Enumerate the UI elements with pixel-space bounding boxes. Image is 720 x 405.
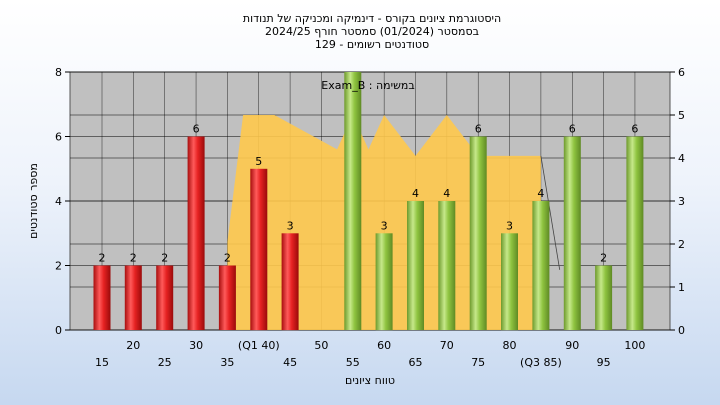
area-series [227,115,541,330]
bar-label-100: 6 [631,123,638,136]
bar-60 [375,233,393,331]
bar-15 [93,265,111,330]
x-tick-label-upper: (Q1 40) [238,339,280,352]
bar-20 [124,265,142,330]
bar-65 [407,201,424,330]
y-axis-title: מספר סטודנטים [27,163,40,239]
bar-30 [187,136,205,330]
annotation-label: במשימה : Exam_B [321,79,414,92]
x-tick-label-lower: 25 [158,356,172,369]
bar-85 [532,201,550,330]
bar-70 [438,201,456,330]
x-tick-label-upper: 80 [503,339,517,352]
x-tick-label-lower: 15 [95,356,109,369]
x-tick-label-lower: 45 [283,356,297,369]
bar-label-75: 6 [475,123,482,136]
bar-label-65: 4 [412,187,419,200]
bar-label-80: 3 [506,219,513,232]
x-tick-label-lower: 75 [471,356,485,369]
chart-title: היסטוגרמת ציונים בקורס - דינמיקה ומכניקה… [243,12,501,51]
bar-45 [281,233,299,331]
x-tick-label-upper: 60 [377,339,391,352]
x-tick-label-lower: (Q3 85) [520,356,562,369]
x-tick-label-lower: 65 [409,356,423,369]
bar-90 [563,136,581,330]
chart-title-line-2: בסמסטר (01/2024) סמסטר חורף 2024/25 [265,25,479,38]
y-tick-label: 6 [55,131,62,144]
chart-title-line-1: היסטוגרמת ציונים בקורס - דינמיקה ומכניקה… [243,12,501,25]
bar-100 [626,136,644,330]
y2-tick-label: 1 [678,281,685,294]
bar-label-30: 6 [193,123,200,136]
y-tick-label: 2 [55,260,62,273]
y-tick-label: 8 [55,66,62,79]
bar-label-45: 3 [287,219,294,232]
x-tick-label-upper: 50 [314,339,328,352]
bar-label-25: 2 [161,252,168,265]
bar-label-85: 4 [537,187,544,200]
x-tick-label-upper: 20 [126,339,140,352]
bar-labels: 2 2 2 6 2 5 3 3 4 4 6 3 4 6 2 6 [99,123,639,265]
x-tick-label-lower: 95 [597,356,611,369]
bar-80 [501,233,518,331]
x-tick-label-upper: 90 [565,339,579,352]
bar-label-35: 2 [224,252,231,265]
y-tick-label: 0 [55,324,62,337]
bar-25 [156,265,174,330]
bar-35 [218,265,236,330]
y-axis-ticks: 0 2 4 6 8 [55,66,70,337]
y2-tick-label: 4 [678,152,685,165]
bar-label-15: 2 [99,252,106,265]
x-axis-title: טווח ציונים [345,374,395,387]
y2-tick-label: 6 [678,66,685,79]
y2-tick-label: 3 [678,195,685,208]
bar-label-60: 3 [381,219,388,232]
y-tick-label: 4 [55,195,62,208]
bar-95 [595,265,613,330]
bar-75 [469,136,487,330]
bar-label-40: 5 [255,155,262,168]
y2-tick-label: 0 [678,324,685,337]
x-tick-label-upper: 30 [189,339,203,352]
x-tick-label-upper: 100 [624,339,645,352]
x-tick-label-upper: 70 [440,339,454,352]
x-axis-ticks: 20 30 (Q1 40) 50 60 70 80 90 100 15 25 35 45 55 65 75 (Q… [95,339,645,369]
x-tick-label-lower: 35 [220,356,234,369]
area-series-edge [540,155,561,270]
bar-label-95: 2 [600,252,607,265]
y2-tick-label: 5 [678,109,685,122]
bar-40 [250,168,268,331]
y2-tick-label: 2 [678,238,685,251]
chart-title-line-3: סטודנטים רשומים - 129 [315,38,429,51]
bar-label-20: 2 [130,252,137,265]
bar-55 [344,72,362,330]
bars [93,72,644,331]
y2-axis-ticks: 0 1 2 3 4 5 6 [670,66,685,337]
bar-label-90: 6 [569,123,576,136]
bar-label-70: 4 [443,187,450,200]
x-tick-label-lower: 55 [346,356,360,369]
